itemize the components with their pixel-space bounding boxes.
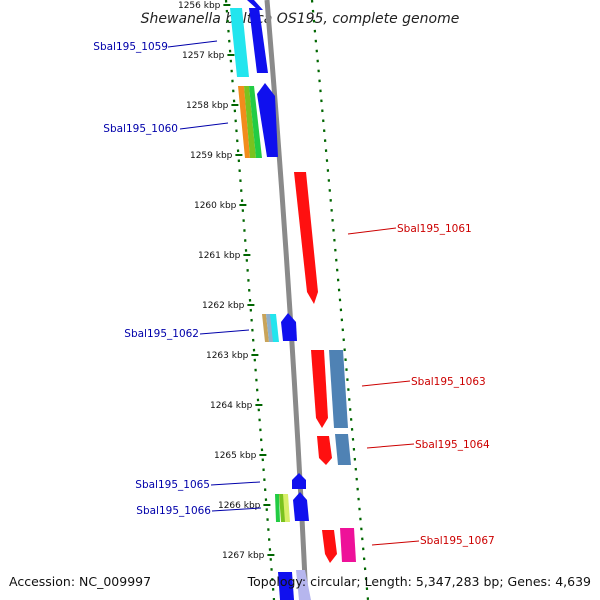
gene-feature-1060-blue[interactable] [257,83,278,157]
ruler-labels: 1256 kbp 1257 kbp 1258 kbp 1259 kbp 1260 kbp… [178,1,265,561]
reverse-strand-features [294,172,356,563]
gene-feature-blue-arrow[interactable] [247,0,263,10]
inner-track-boundary [224,0,276,600]
gene-feature-orange[interactable] [238,86,250,158]
ruler-kbp-label: 1260 kbp [194,201,237,211]
gene-feature-1063-red[interactable] [311,350,328,428]
gene-feature-1065[interactable] [292,473,306,489]
gene-label[interactable]: Sbal195_1063 [411,376,486,388]
gene-feature-1066-yellow[interactable] [283,494,290,522]
ruler-kbp-label: 1263 kbp [206,351,249,361]
gene-feature-green[interactable] [249,86,262,158]
accession-text: Accession: NC_009997 [9,574,151,589]
gene-feature-1067-red[interactable] [322,530,337,563]
gene-label[interactable]: Sbal195_1064 [415,439,490,451]
leader-1059 [167,40,218,48]
gene-feature-tan[interactable] [262,314,269,342]
gene-label[interactable]: Sbal195_1065 [135,479,210,491]
gene-feature-1066-green[interactable] [275,494,280,522]
leader-1064 [366,443,415,449]
leader-1060 [179,122,229,130]
gene-feature-1062-blue[interactable] [281,313,297,341]
gene-feature-bottom-lavender[interactable] [296,570,311,600]
genome-summary-text: Topology: circular; Length: 5,347,283 bp… [247,574,591,589]
gene-label[interactable]: Sbal195_1067 [420,535,495,547]
leader-1067 [371,540,420,546]
gene-feature-1061[interactable] [294,172,318,304]
gene-feature-blue[interactable] [249,8,268,73]
ruler-kbp-label: 1259 kbp [190,151,233,161]
gene-feature-steelgray[interactable] [266,314,274,342]
gene-label[interactable]: Sbal195_1066 [136,505,211,517]
track-boundaries [224,0,370,600]
gene-label[interactable]: Sbal195_1060 [103,123,178,135]
outer-track-boundary [310,0,370,600]
forward-strand-features [230,0,311,600]
ruler-kbp-label: 1265 kbp [214,451,257,461]
leader-1066 [211,507,262,512]
gene-label[interactable]: Sbal195_1061 [397,223,472,235]
gene-feature-1064-red[interactable] [317,436,332,465]
gene-feature-1064-steelblue[interactable] [335,434,351,465]
ruler-tick-marks [223,4,275,556]
gene-feature-1067-magenta[interactable] [340,528,356,562]
leader-1062 [199,329,250,335]
gene-feature-1063-steelblue[interactable] [329,350,348,428]
leader-1065 [210,481,261,486]
gene-feature-1066-blue[interactable] [293,492,309,521]
gene-feature-yellowgreen[interactable] [244,86,256,158]
ruler-kbp-label: 1256 kbp [178,1,221,11]
ruler-kbp-label: 1257 kbp [182,51,225,61]
gene-label[interactable]: Sbal195_1062 [124,328,199,340]
leader-1063 [361,380,411,387]
gene-feature-cyan-2[interactable] [270,314,279,342]
ruler-kbp-label: 1262 kbp [202,301,245,311]
gene-feature-bottom-blue[interactable] [278,572,294,600]
gene-labels: Sbal195_1059 Sbal195_1060 Sbal195_1061 S… [93,41,494,547]
ruler-kbp-label: 1264 kbp [210,401,253,411]
leader-1061 [347,227,397,235]
ruler-kbp-label: 1266 kbp [218,501,261,511]
gene-label-leaders [167,40,420,546]
gene-label[interactable]: Sbal195_1059 [93,41,168,53]
map-title: Shewanella baltica OS195, complete genom… [141,11,460,27]
ruler-kbp-label: 1261 kbp [198,251,241,261]
ruler-kbp-label: 1267 kbp [222,551,265,561]
gene-feature-cyan[interactable] [230,8,249,77]
ruler-kbp-label: 1258 kbp [186,101,229,111]
